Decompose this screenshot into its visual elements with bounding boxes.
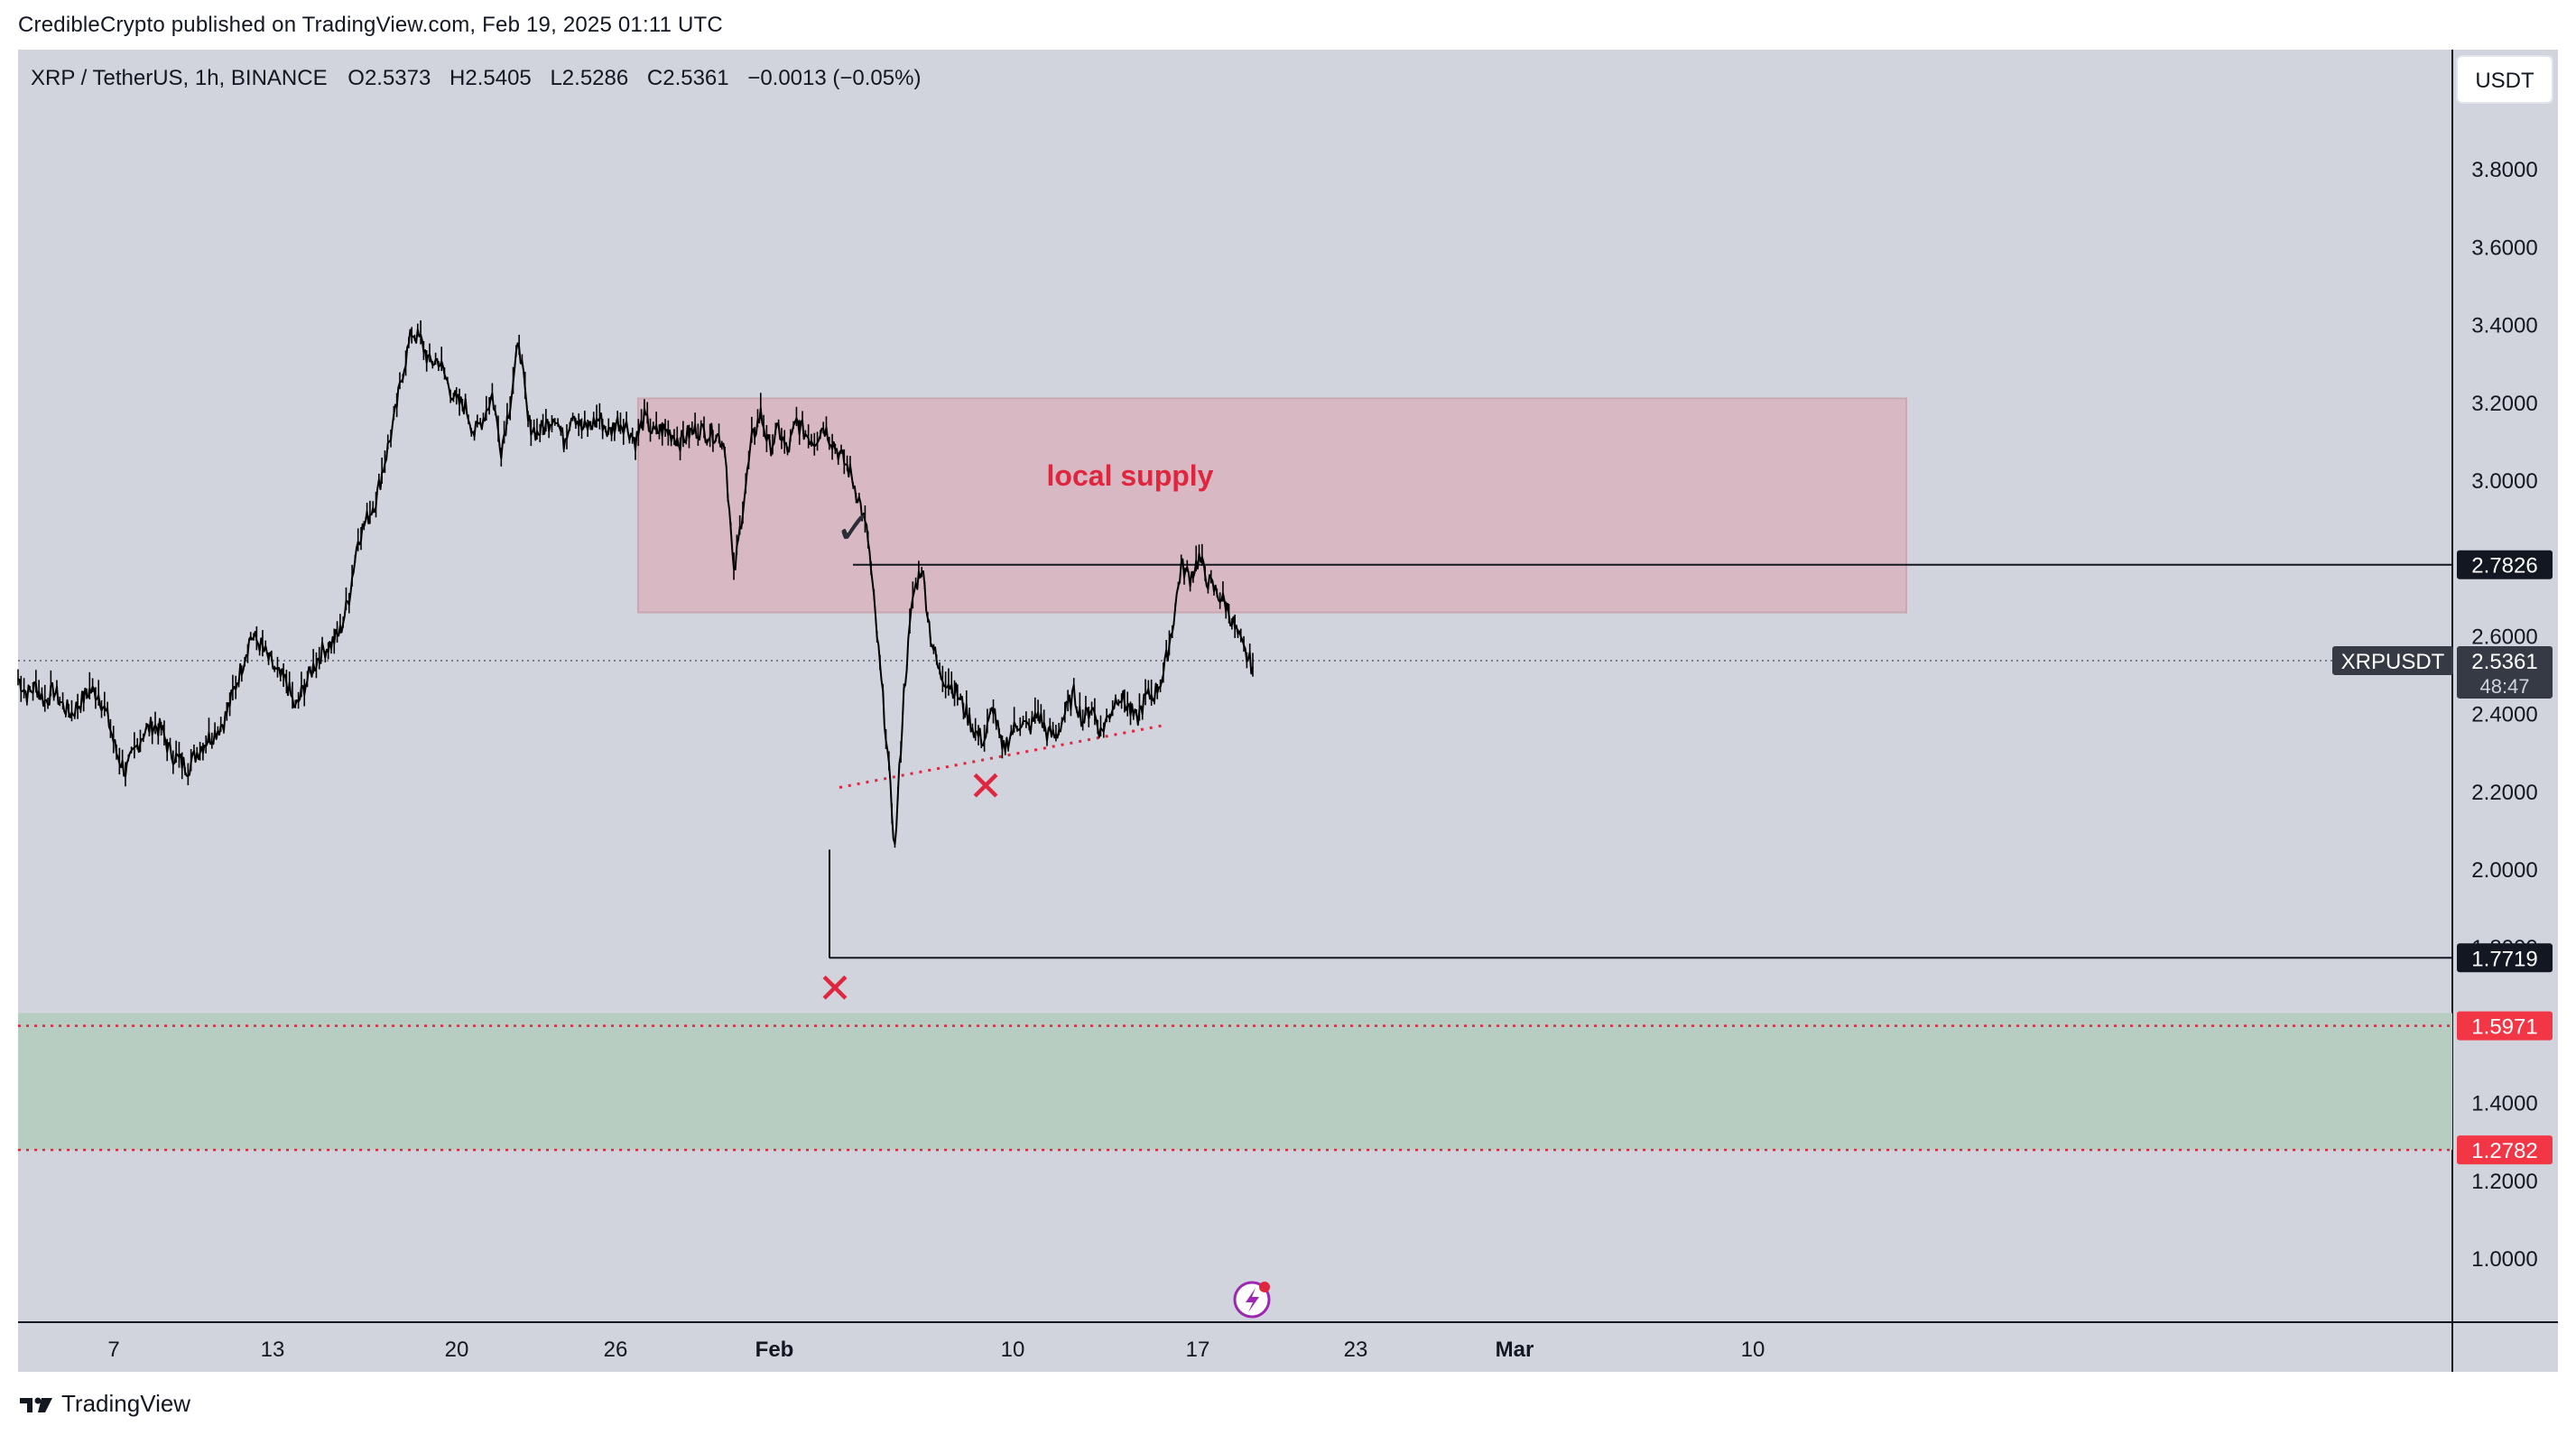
- y-tick-label: 3.4000: [2471, 314, 2537, 338]
- legend-low: 2.5286: [562, 66, 628, 90]
- y-axis: 3.80003.60003.40003.20003.00002.80002.60…: [2471, 158, 2537, 1272]
- legend-close: 2.5361: [663, 66, 728, 90]
- tradingview-logo-icon: [20, 1397, 52, 1412]
- currency-button[interactable]: USDT: [2456, 55, 2553, 104]
- x-tick-label: 13: [261, 1338, 285, 1362]
- x-axis: 7 13 20 26 Feb 10 17 23 Mar 10: [107, 1338, 1765, 1362]
- x-tick-label: 10: [1741, 1338, 1765, 1362]
- current-price-tag-box: [2457, 645, 2553, 699]
- y-tick-label: 2.4000: [2471, 703, 2537, 727]
- y-tick-label: 2.2000: [2471, 781, 2537, 805]
- check-mark-icon[interactable]: ✓: [835, 502, 873, 554]
- y-tick-label: 2.0000: [2471, 858, 2537, 883]
- x-tick-label: 20: [445, 1338, 469, 1362]
- price-tag-box: [2457, 550, 2553, 579]
- x-tick-label: 17: [1186, 1338, 1210, 1362]
- local-supply-label[interactable]: local supply: [1047, 459, 1214, 492]
- cross-mark-icon[interactable]: ✕: [818, 964, 853, 1013]
- svg-text:XRP / TetherUS, 1h, BINANCE: XRP / TetherUS, 1h, BINANCE O2.5373 H2.5…: [31, 66, 921, 90]
- footer-brand-name: TradingView: [61, 1390, 191, 1417]
- price-tag-box: [2457, 943, 2553, 973]
- y-tick-label: 3.2000: [2471, 392, 2537, 416]
- lightning-icon[interactable]: [1233, 1281, 1271, 1319]
- legend-high-label: H: [449, 66, 465, 90]
- current-symbol-tag-label: XRPUSDT: [2341, 650, 2445, 674]
- y-tick-label: 1.0000: [2471, 1247, 2537, 1272]
- published-line: CredibleCrypto published on TradingView.…: [18, 13, 723, 37]
- legend-high: 2.5405: [465, 66, 531, 90]
- y-tick-label: 1.4000: [2471, 1092, 2537, 1116]
- price-tag-label: 2.7826: [2471, 554, 2537, 579]
- legend-symbol: XRP / TetherUS, 1h, BINANCE: [31, 66, 328, 90]
- legend-open: 2.5373: [365, 66, 431, 90]
- price-tags: 2.7826 1.7719 1.5971 1.2782 XRPUSDT 2.536148:…: [2332, 550, 2553, 1165]
- y-tick-label: 3.8000: [2471, 158, 2537, 182]
- x-tick-label: 23: [1344, 1338, 1368, 1362]
- cross-mark-icon[interactable]: ✕: [968, 762, 1004, 810]
- time-axis-area[interactable]: [18, 1322, 2558, 1372]
- countdown-label: 48:47: [2479, 675, 2529, 698]
- price-tag-label: 1.7719: [2471, 947, 2537, 971]
- x-tick-label: Feb: [755, 1338, 794, 1362]
- rising-trendline[interactable]: [839, 724, 1165, 789]
- price-tag-label: 1.5971: [2471, 1015, 2537, 1040]
- footer-brand[interactable]: TradingView: [18, 1390, 190, 1418]
- price-tag-box: [2457, 1135, 2553, 1165]
- x-tick-label: 7: [107, 1338, 119, 1362]
- y-tick-label: 3.6000: [2471, 236, 2537, 260]
- x-tick-label: 26: [604, 1338, 628, 1362]
- legend-close-label: C: [647, 66, 663, 90]
- x-tick-label: Mar: [1496, 1338, 1534, 1362]
- y-tick-label: 1.2000: [2471, 1170, 2537, 1194]
- price-tag-label: 1.2782: [2471, 1139, 2537, 1163]
- symbol-legend[interactable]: XRP / TetherUS, 1h, BINANCE O2.5373 H2.5…: [31, 66, 921, 90]
- price-tag-box: [2457, 1011, 2553, 1041]
- y-tick-label: 2.6000: [2471, 625, 2537, 649]
- legend-open-label: O: [347, 66, 365, 90]
- legend-low-label: L: [550, 66, 561, 90]
- price-series[interactable]: [17, 319, 1254, 958]
- x-tick-label: 10: [1001, 1338, 1025, 1362]
- current-symbol-tag-box: [2332, 645, 2453, 675]
- demand-zone[interactable]: [18, 1013, 2452, 1151]
- supply-zone[interactable]: [637, 397, 1907, 614]
- y-tick-label: 3.0000: [2471, 469, 2537, 494]
- legend-change: −0.0013 (−0.05%): [747, 66, 921, 90]
- currency-label: USDT: [2475, 69, 2534, 93]
- current-price-tag-label: 2.5361: [2471, 650, 2537, 674]
